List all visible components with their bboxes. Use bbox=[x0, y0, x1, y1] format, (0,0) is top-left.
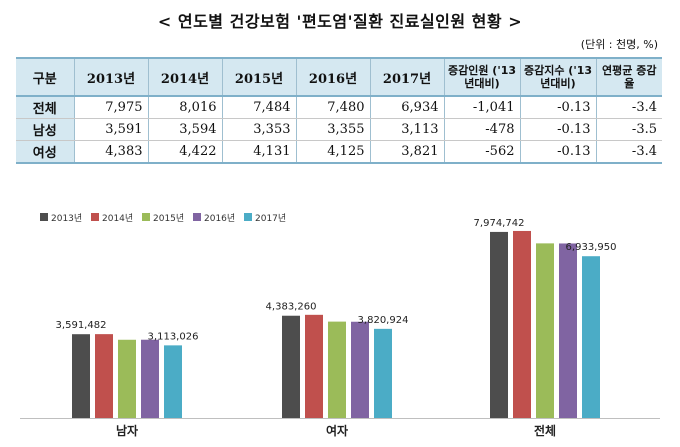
legend-swatch bbox=[142, 213, 150, 221]
bar-전체-2016년 bbox=[559, 243, 577, 418]
legend-item: 2013년 bbox=[40, 213, 82, 224]
header-cell: 2015년 bbox=[221, 57, 296, 97]
legend-swatch bbox=[91, 213, 99, 221]
bar-여자-2016년 bbox=[351, 321, 369, 418]
data-label: 3,591,482 bbox=[56, 320, 107, 331]
category-label: 전체 bbox=[534, 423, 556, 438]
page-title: < 연도별 건강보험 '편도염'질환 진료실인원 현황 > bbox=[157, 12, 523, 31]
bar-전체-2014년 bbox=[513, 230, 531, 418]
table-cell: -0.13 bbox=[519, 140, 596, 164]
category-label: 여자 bbox=[326, 423, 348, 438]
legend-label: 2017년 bbox=[255, 213, 286, 224]
unit-note: (단위 : 천명, %) bbox=[580, 38, 658, 51]
bar-전체-2013년 bbox=[490, 231, 508, 418]
table-cell: 3,353 bbox=[221, 118, 296, 141]
legend-label: 2015년 bbox=[153, 213, 184, 224]
table-row: 여성 4,383 4,422 4,131 4,125 3,821 -562 -0… bbox=[16, 140, 662, 164]
header-cell: 2013년 bbox=[73, 57, 148, 97]
table-cell: 3,355 bbox=[295, 118, 370, 141]
table-cell: 3,591 bbox=[73, 118, 148, 141]
table-cell: 6,934 bbox=[369, 96, 444, 119]
table-row: 남성 3,591 3,594 3,353 3,355 3,113 -478 -0… bbox=[16, 118, 662, 141]
table-cell: -1,041 bbox=[443, 96, 520, 119]
table-cell: 4,422 bbox=[147, 140, 222, 164]
header-cell: 2016년 bbox=[295, 57, 370, 97]
data-label: 6,933,950 bbox=[566, 242, 617, 253]
legend-item: 2014년 bbox=[91, 213, 133, 224]
data-label: 3,820,924 bbox=[358, 315, 409, 326]
table-cell: -0.13 bbox=[519, 96, 596, 119]
table-cell: 3,821 bbox=[369, 140, 444, 164]
data-label: 7,974,742 bbox=[474, 218, 525, 229]
table-cell: 3,594 bbox=[147, 118, 222, 141]
table-cell: -0.13 bbox=[519, 118, 596, 141]
table-cell: -3.4 bbox=[595, 96, 662, 119]
bar-여자-2013년 bbox=[282, 315, 300, 418]
row-label: 남성 bbox=[16, 118, 74, 141]
header-cell: 2014년 bbox=[147, 57, 222, 97]
table-cell: -3.4 bbox=[595, 140, 662, 164]
header-cell: 증감인원 ('13년대비) bbox=[443, 57, 520, 97]
bar-여자-2015년 bbox=[328, 321, 346, 418]
legend-label: 2016년 bbox=[204, 213, 235, 224]
category-label: 남자 bbox=[116, 423, 138, 438]
data-label: 4,383,260 bbox=[266, 302, 317, 313]
legend-swatch bbox=[244, 213, 252, 221]
table-header-row: 구분 2013년 2014년 2015년 2016년 2017년 증감인원 ('… bbox=[16, 57, 662, 97]
legend-swatch bbox=[193, 213, 201, 221]
bar-남자-2015년 bbox=[118, 339, 136, 418]
table-cell: 4,383 bbox=[73, 140, 148, 164]
header-cell: 2017년 bbox=[369, 57, 444, 97]
table-row: 전체 7,975 8,016 7,484 7,480 6,934 -1,041 … bbox=[16, 96, 662, 119]
legend-label: 2013년 bbox=[51, 213, 82, 224]
legend-item: 2017년 bbox=[244, 213, 286, 224]
bar-남자-2016년 bbox=[141, 339, 159, 418]
bar-전체-2017년 bbox=[582, 256, 600, 418]
legend-item: 2016년 bbox=[193, 213, 235, 224]
table-cell: 7,480 bbox=[295, 96, 370, 119]
table-cell: 7,975 bbox=[73, 96, 148, 119]
bar-남자-2017년 bbox=[164, 345, 182, 418]
row-label: 여성 bbox=[16, 140, 74, 164]
bar-여자-2014년 bbox=[305, 314, 323, 418]
table-cell: 7,484 bbox=[221, 96, 296, 119]
table-cell: 4,125 bbox=[295, 140, 370, 164]
table-cell: 4,131 bbox=[221, 140, 296, 164]
stats-table: 구분 2013년 2014년 2015년 2016년 2017년 증감인원 ('… bbox=[16, 57, 662, 164]
bar-전체-2015년 bbox=[536, 243, 554, 418]
bar-남자-2014년 bbox=[95, 334, 113, 418]
legend-item: 2015년 bbox=[142, 213, 184, 224]
bar-여자-2017년 bbox=[374, 328, 392, 418]
table-cell: -3.5 bbox=[595, 118, 662, 141]
table-cell: -562 bbox=[443, 140, 520, 164]
data-label: 3,113,026 bbox=[148, 331, 199, 342]
table-cell: 8,016 bbox=[147, 96, 222, 119]
legend-label: 2014년 bbox=[102, 213, 133, 224]
legend-swatch bbox=[40, 213, 48, 221]
table-cell: -478 bbox=[443, 118, 520, 141]
bar-남자-2013년 bbox=[72, 334, 90, 418]
header-cell: 연평균 증감율 bbox=[595, 57, 662, 97]
header-cell: 구분 bbox=[16, 57, 74, 97]
row-label: 전체 bbox=[16, 96, 74, 119]
header-cell: 증감지수 ('13년대비) bbox=[519, 57, 596, 97]
table-cell: 3,113 bbox=[369, 118, 444, 141]
